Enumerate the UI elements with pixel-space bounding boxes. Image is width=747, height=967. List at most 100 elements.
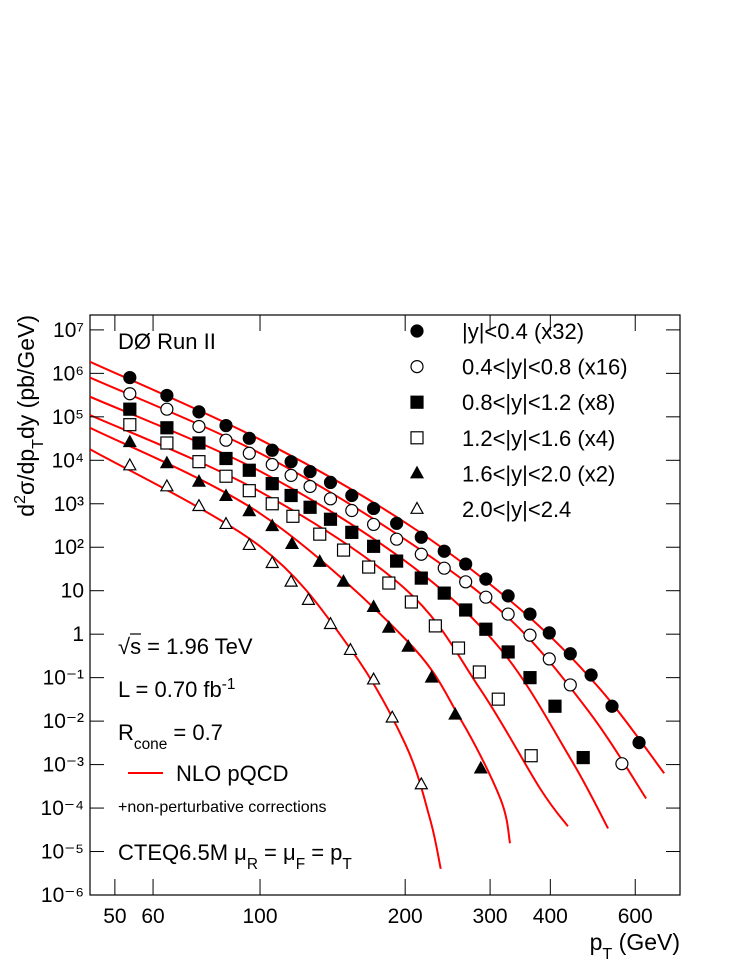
marker-circle (366, 501, 381, 516)
theory-note: +non-perturbative corrections (118, 799, 327, 816)
marker-triangle (122, 434, 137, 448)
y-tick-label: 10⁶ (52, 362, 84, 385)
marker-square (472, 665, 486, 679)
marker-triangle (343, 642, 358, 656)
legend-marker (410, 360, 424, 374)
x-tick-label: 50 (103, 905, 126, 928)
marker-circle (192, 405, 206, 419)
marker-circle (345, 503, 359, 518)
marker-circle (632, 736, 646, 750)
annotation-part: = p (305, 840, 342, 865)
marker-circle (563, 678, 577, 692)
marker-square (524, 749, 538, 763)
plot-frame (89, 314, 681, 896)
marker-circle (242, 446, 256, 460)
marker-square (437, 586, 451, 600)
annotation-part: CTEQ6.5M μ (118, 840, 247, 865)
marker-square (192, 436, 206, 450)
marker-circle (584, 668, 598, 682)
marker-circle (414, 530, 428, 544)
legend-label: |y|<0.4 (x32) (462, 319, 584, 344)
marker-triangle (385, 709, 400, 723)
theory-legend-label: NLO pQCD (176, 761, 288, 786)
marker-circle (479, 572, 493, 586)
legend-label: 2.0<|y|<2.4 (462, 497, 571, 522)
marker-circle (323, 492, 338, 506)
marker-square (523, 671, 537, 685)
legend-marker (409, 465, 425, 479)
marker-circle (219, 433, 233, 447)
annotation: Rcone = 0.7 (118, 720, 223, 753)
marker-circle (123, 370, 137, 385)
marker-triangle (284, 574, 299, 587)
marker-square (501, 645, 515, 659)
annotation: CTEQ6.5M μR = μF = pT (118, 840, 352, 873)
theory-curve (90, 426, 512, 844)
marker-square (160, 436, 174, 450)
marker-triangle (366, 671, 381, 685)
marker-square (160, 421, 174, 435)
marker-square (479, 622, 493, 636)
marker-circle (323, 475, 338, 490)
marker-triangle (191, 498, 206, 512)
marker-triangle (401, 639, 416, 652)
marker-circle (242, 431, 256, 445)
marker-triangle (159, 478, 174, 492)
marker-triangle (242, 503, 257, 517)
legend-marker (410, 431, 424, 445)
y-tick-label: 10⁴ (52, 449, 84, 472)
marker-triangle (159, 455, 174, 469)
marker-square (459, 603, 473, 617)
annotation: √s = 1.96 TeV (118, 634, 253, 659)
marker-triangle (336, 574, 351, 587)
y-tick-label: 10² (54, 536, 84, 559)
marker-triangle (414, 776, 429, 790)
marker-square (123, 418, 137, 432)
y-axis-label-part: σ/dp (13, 449, 39, 495)
y-axis-label-part: 2 (11, 495, 29, 504)
marker-square (336, 543, 351, 557)
marker-circle (303, 464, 317, 479)
x-tick-label: 200 (388, 905, 423, 928)
marker-square (382, 576, 396, 590)
marker-circle (284, 468, 298, 482)
annotation-part: R (247, 856, 258, 873)
marker-square (390, 554, 404, 568)
annotation-part: R (118, 720, 134, 745)
y-axis-label-part: dy (pb/GeV) (13, 315, 39, 439)
annotation-part: T (342, 856, 352, 873)
marker-square (303, 500, 317, 514)
x-tick-label: 300 (473, 905, 508, 928)
annotation-part: = μ (258, 840, 296, 865)
marker-triangle (473, 760, 488, 774)
marker-circle (501, 589, 515, 603)
marker-square (428, 619, 442, 633)
marker-triangle (366, 599, 381, 613)
x-tick-label: 400 (533, 905, 568, 928)
annotation-part: F (296, 856, 305, 873)
y-tick-label: 10⁻³ (43, 754, 84, 777)
x-axis-label: pT (GeV) (590, 929, 680, 963)
marker-triangle (424, 669, 439, 683)
marker-triangle (323, 616, 338, 630)
y-tick-label: 10⁻⁵ (41, 841, 84, 864)
marker-circle (459, 575, 473, 589)
x-tick-label: 60 (141, 905, 164, 928)
legend-marker (410, 395, 424, 409)
marker-square (286, 509, 300, 523)
x-axis-label-part: (GeV) (612, 929, 680, 955)
marker-circle (345, 488, 359, 503)
marker-triangle (448, 707, 463, 720)
marker-circle (479, 590, 493, 604)
marker-triangle (301, 592, 316, 605)
legend-label: 1.6<|y|<2.0 (x2) (462, 461, 615, 486)
marker-circle (523, 607, 537, 621)
x-tick-label: 100 (243, 905, 278, 928)
marker-circle (501, 607, 515, 621)
marker-square (366, 539, 381, 553)
marker-triangle (191, 474, 206, 487)
marker-circle (542, 652, 556, 666)
marker-triangle (312, 554, 327, 567)
